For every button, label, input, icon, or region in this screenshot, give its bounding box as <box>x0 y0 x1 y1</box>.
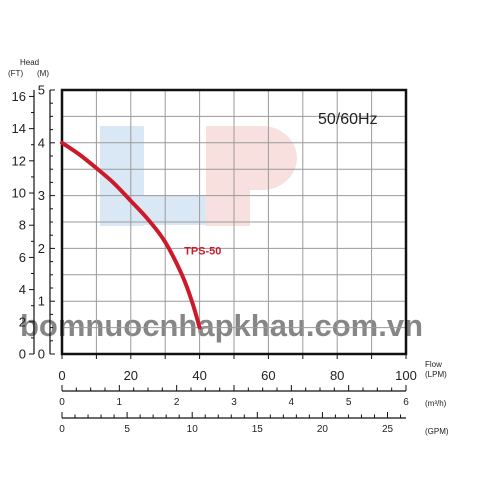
ft-tick-label: 2 <box>19 314 26 329</box>
series-line-tps-50 <box>60 140 202 330</box>
y-ft-unit: (FT) <box>8 69 23 78</box>
gpm-tick-label: 15 <box>252 424 264 435</box>
m3h-tick-label: 4 <box>289 397 295 408</box>
m3h-tick-label: 5 <box>346 397 352 408</box>
series-label-tps-50: TPS-50 <box>184 246 221 258</box>
watermark-text: bomnuocnhapkhau.com.vn <box>20 308 423 343</box>
m3h-tick-label: 3 <box>231 397 237 408</box>
m3h-tick-label: 6 <box>403 397 409 408</box>
m-tick-label: 1 <box>38 294 45 309</box>
lpm-tick-label: 100 <box>395 368 417 383</box>
gpm-tick-label: 20 <box>317 424 329 435</box>
ft-tick-label: 10 <box>12 186 26 201</box>
gpm-tick-label: 5 <box>124 424 130 435</box>
ft-tick-label: 6 <box>19 250 26 265</box>
ft-tick-label: 0 <box>19 347 26 362</box>
frequency-annotation: 50/60Hz <box>318 111 378 128</box>
lpm-tick-label: 20 <box>124 368 138 383</box>
m-tick-label: 3 <box>38 188 45 203</box>
x-axis-title: Flow <box>425 360 442 369</box>
y-m-unit: (M) <box>37 69 49 78</box>
m-tick-label: 5 <box>38 83 45 98</box>
y-axis-title: Head <box>20 58 39 67</box>
m3h-tick-label: 0 <box>59 397 65 408</box>
x-lpm-unit: (LPM) <box>425 370 447 379</box>
m-tick-label: 2 <box>38 241 45 256</box>
m-tick-label: 0 <box>38 347 45 362</box>
watermark-logo-mark <box>100 126 297 226</box>
watermark: bomnuocnhapkhau.com.vn <box>20 126 423 343</box>
lpm-tick-label: 40 <box>192 368 206 383</box>
m3h-tick-label: 2 <box>174 397 180 408</box>
m3h-tick-label: 1 <box>117 397 123 408</box>
ft-tick-label: 4 <box>19 282 26 297</box>
x-gpm-unit: (GPM) <box>425 427 449 436</box>
ft-tick-label: 8 <box>19 218 26 233</box>
m-tick-label: 4 <box>38 135 45 150</box>
ft-tick-label: 12 <box>12 153 26 168</box>
lpm-tick-label: 60 <box>261 368 275 383</box>
series: TPS-50 <box>60 140 221 330</box>
gpm-tick-label: 25 <box>382 424 394 435</box>
lpm-tick-label: 80 <box>330 368 344 383</box>
gpm-tick-label: 0 <box>59 424 65 435</box>
x-m3h-unit: (m³/h) <box>425 399 447 408</box>
gpm-tick-label: 10 <box>187 424 199 435</box>
lpm-tick-label: 0 <box>58 368 65 383</box>
ft-tick-label: 14 <box>12 121 26 136</box>
ft-tick-label: 16 <box>12 89 26 104</box>
